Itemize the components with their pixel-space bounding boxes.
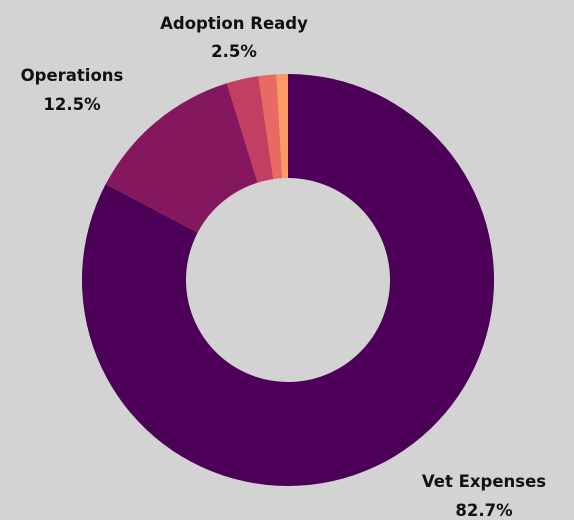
slice-unlabeled-3 (258, 74, 283, 180)
slice-label-adoption-ready: Adoption Ready (160, 14, 308, 33)
labels-group: Vet Expenses 82.7% Operations 12.5% Adop… (21, 14, 547, 520)
slice-value-vet-expenses: 82.7% (455, 501, 513, 520)
slice-value-adoption-ready: 2.5% (211, 42, 257, 61)
slice-unlabeled-4 (276, 74, 288, 179)
slice-adoption-ready (226, 76, 274, 183)
slice-operations (105, 83, 258, 233)
slice-label-vet-expenses: Vet Expenses (422, 472, 546, 491)
slice-label-operations: Operations (21, 66, 124, 85)
slices-group (81, 74, 495, 487)
slice-value-operations: 12.5% (43, 95, 101, 114)
slice-vet-expenses (81, 74, 495, 487)
